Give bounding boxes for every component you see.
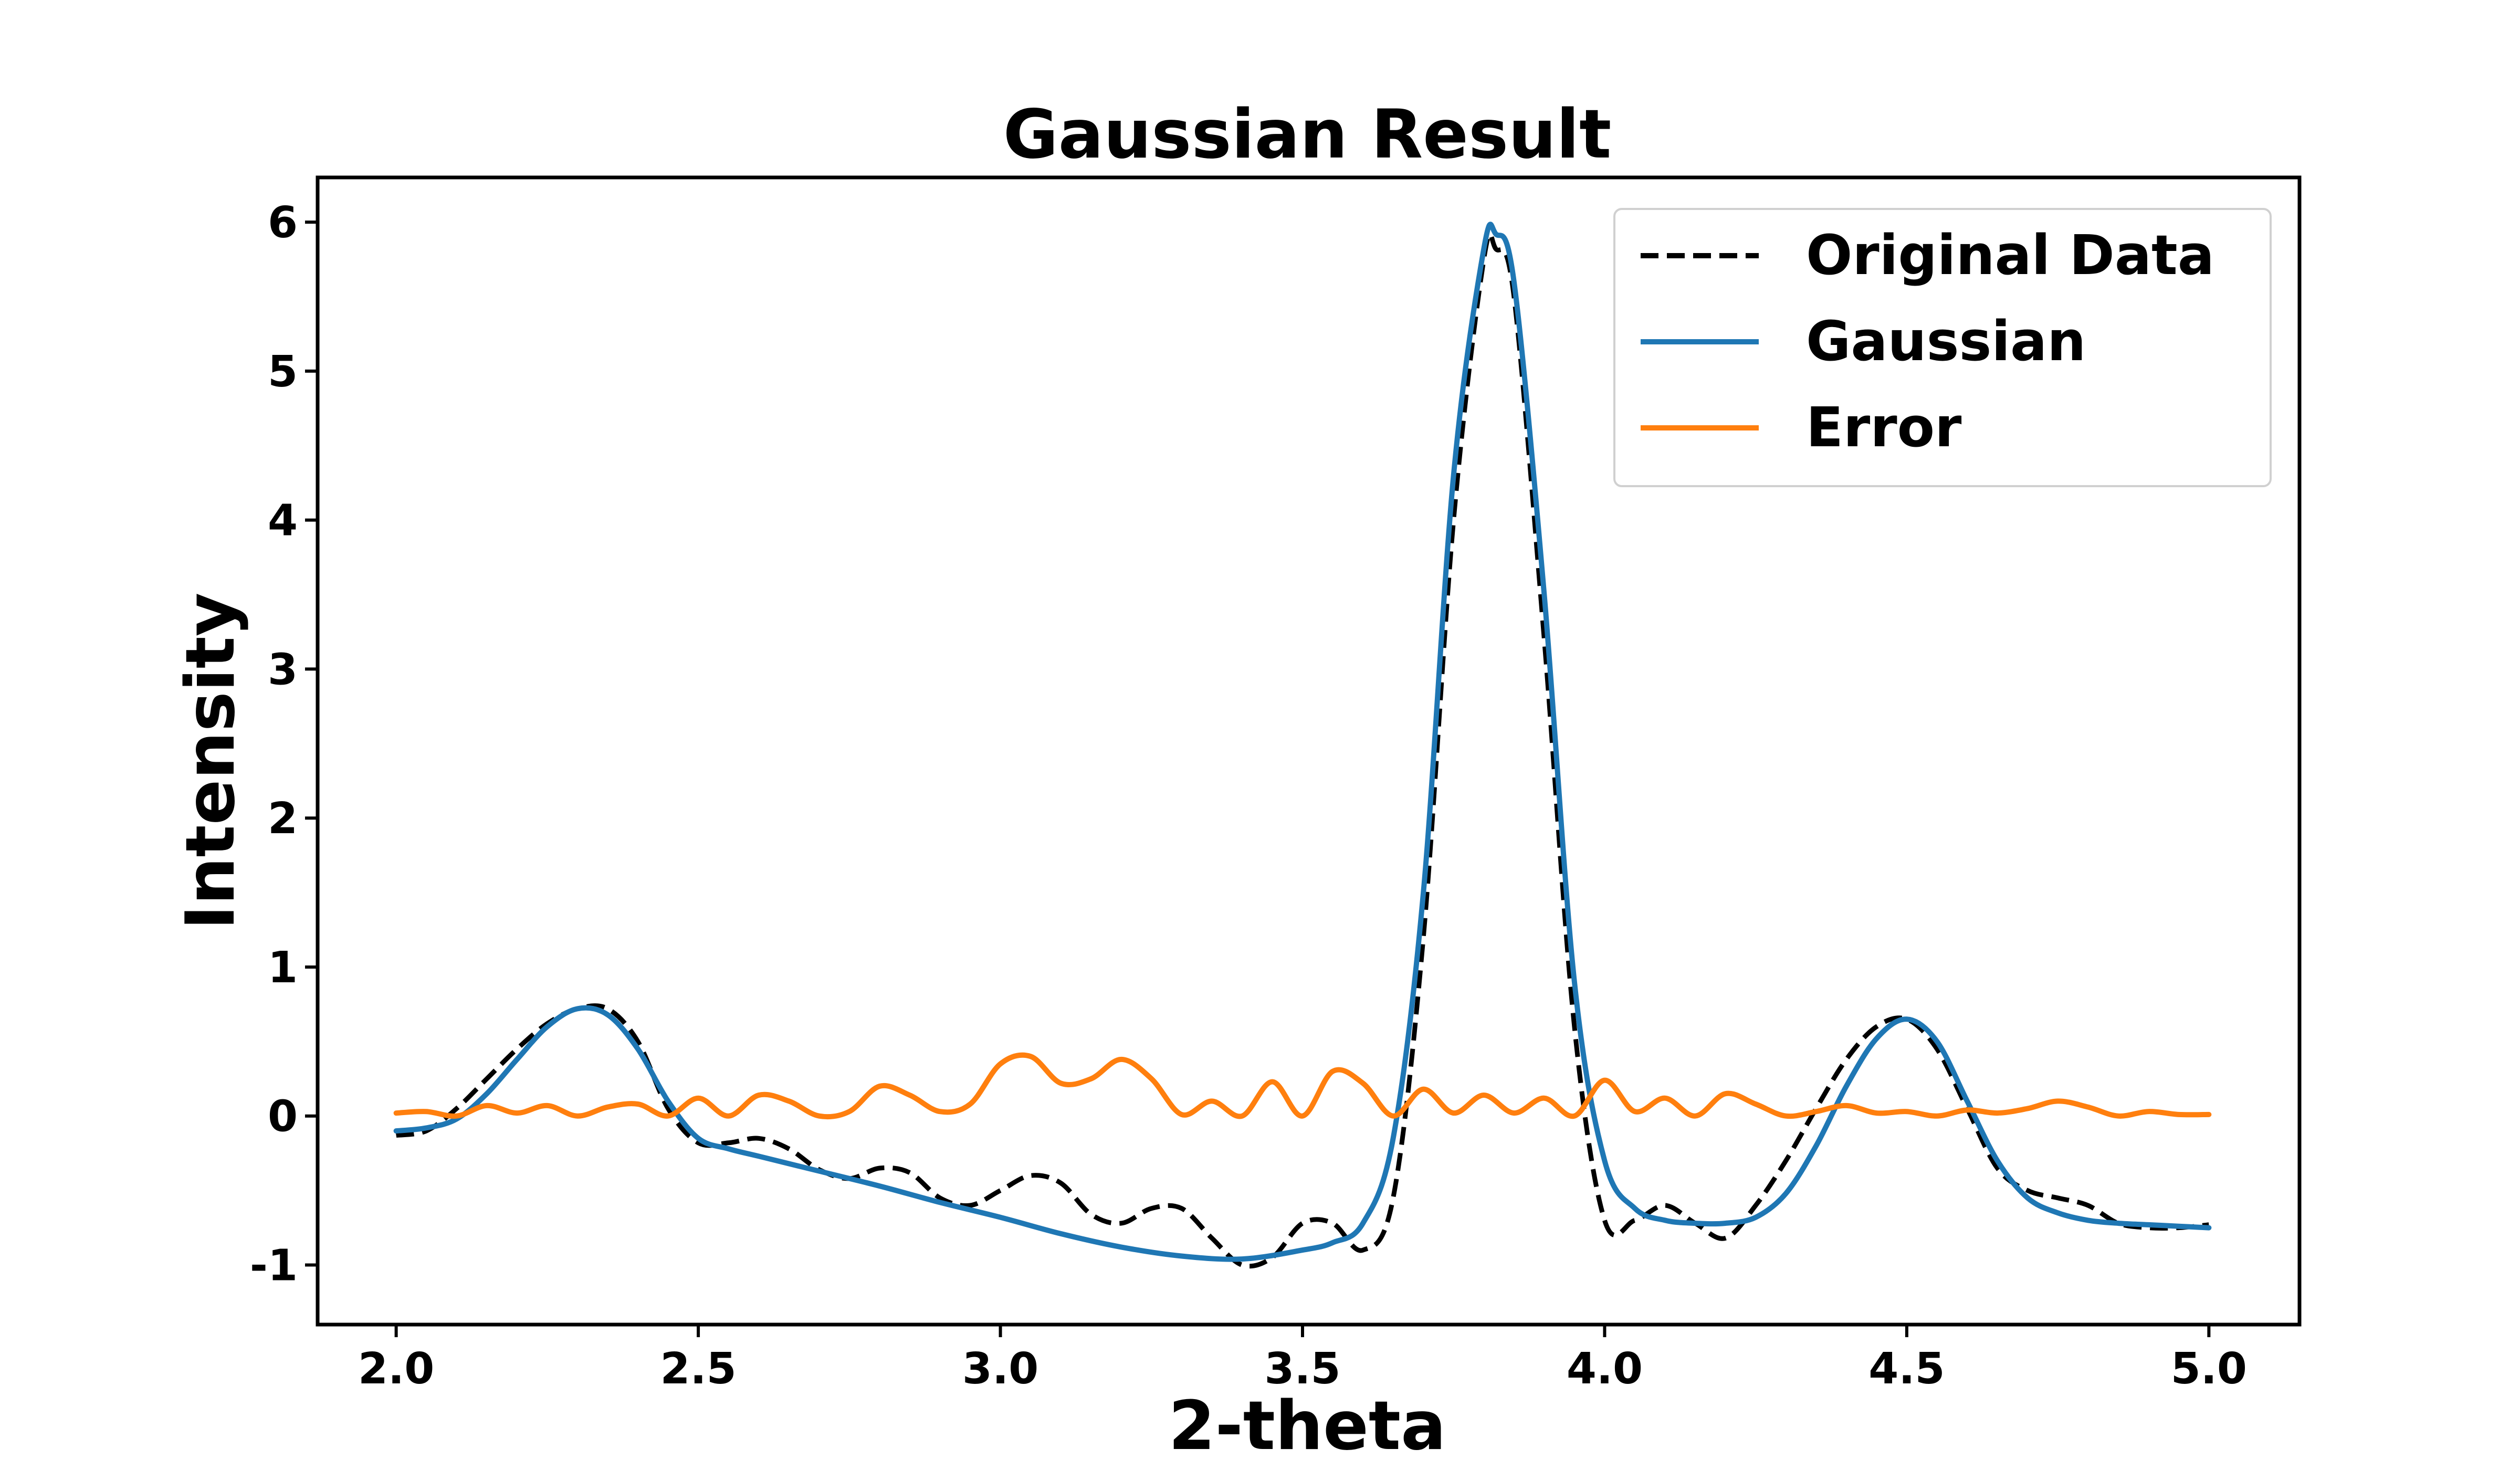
legend-label-original-data: Original Data bbox=[1806, 223, 2214, 287]
x-tick-label: 3.5 bbox=[1264, 1344, 1340, 1394]
y-tick-label: 2 bbox=[268, 794, 298, 844]
x-tick-label: 5.0 bbox=[2171, 1344, 2247, 1394]
y-axis: -1 0 1 2 3 4 5 6 bbox=[250, 198, 318, 1290]
y-tick-label: 1 bbox=[268, 943, 298, 993]
legend-label-error: Error bbox=[1806, 395, 1961, 459]
legend-frame bbox=[1613, 208, 2272, 487]
y-axis-title: Intensity bbox=[172, 593, 250, 930]
legend-label-gaussian: Gaussian bbox=[1806, 309, 2086, 373]
series-line-original-data bbox=[395, 232, 2209, 1269]
x-axis-title: 2-theta bbox=[1169, 1387, 1446, 1465]
x-tick-label: 4.5 bbox=[1868, 1344, 1945, 1394]
series-layer bbox=[393, 222, 2212, 1269]
series-line-error bbox=[393, 1052, 2212, 1120]
y-tick-label: 5 bbox=[268, 347, 298, 397]
x-tick-label: 2.5 bbox=[660, 1344, 736, 1394]
y-tick-label: 6 bbox=[268, 198, 298, 248]
plot-area bbox=[316, 175, 2302, 1327]
y-tick-label: 3 bbox=[268, 645, 298, 695]
chart-title: Gaussian Result bbox=[1003, 96, 1612, 174]
y-tick-label: -1 bbox=[250, 1241, 298, 1290]
plot-frame bbox=[316, 175, 2302, 1327]
y-tick-label: 4 bbox=[268, 496, 298, 546]
legend: Original Data Gaussian Error bbox=[1613, 208, 2272, 487]
x-tick-label: 2.0 bbox=[358, 1344, 434, 1394]
series-line-gaussian bbox=[393, 222, 2212, 1262]
x-axis: 2.0 2.5 3.0 3.5 4.0 4.5 5.0 bbox=[358, 1325, 2247, 1394]
y-tick-label: 0 bbox=[268, 1092, 298, 1142]
x-tick-label: 3.0 bbox=[962, 1344, 1038, 1394]
x-tick-label: 4.0 bbox=[1567, 1344, 1643, 1394]
